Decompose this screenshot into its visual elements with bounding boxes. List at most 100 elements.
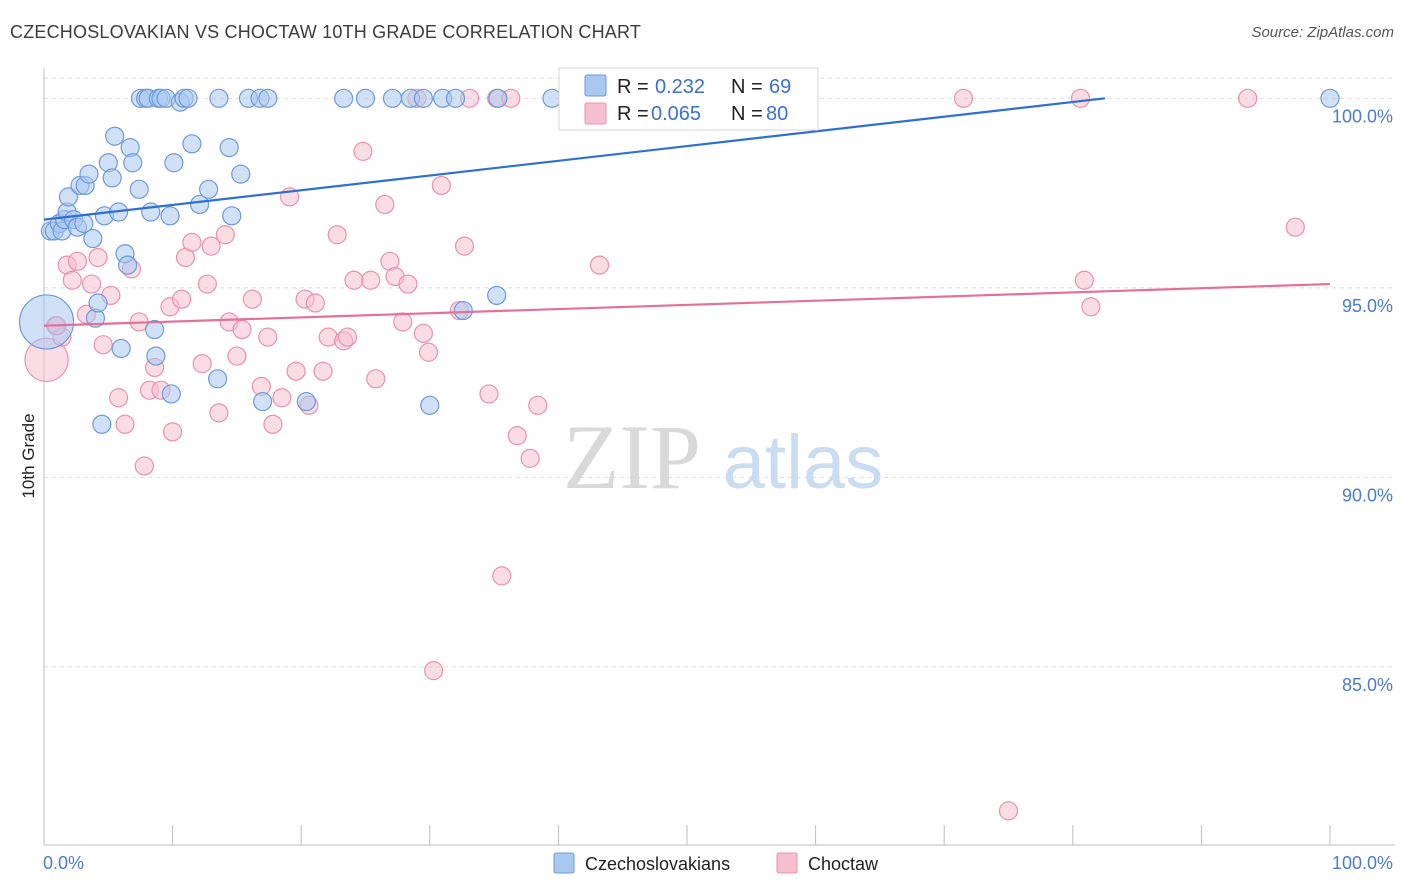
choctaw-point xyxy=(1285,217,1305,237)
choctaw-point xyxy=(492,566,512,586)
bottom-legend-label-choctaw: Choctaw xyxy=(808,854,879,874)
czechoslovakian-point xyxy=(88,293,108,313)
choctaw-point xyxy=(197,274,217,294)
czechoslovakian-point xyxy=(117,255,138,275)
czechoslovakian-point xyxy=(222,206,242,226)
czechoslovakian-point xyxy=(92,414,112,434)
choctaw-point xyxy=(81,274,102,294)
legend-swatch-czechoslovakians xyxy=(584,74,607,97)
czechoslovakian-point xyxy=(58,187,79,207)
bottom-legend-label-czechoslovakians: Czechoslovakians xyxy=(585,854,730,874)
source-label: Source: ZipAtlas.com xyxy=(1251,24,1394,41)
y-tick-labels: 100.0% 95.0% 90.0% 85.0% xyxy=(1332,106,1393,695)
x-tick-label-max: 100.0% xyxy=(1332,853,1393,873)
choctaw-point xyxy=(479,384,499,404)
czechoslovakian-point xyxy=(129,179,149,199)
choctaw-point xyxy=(375,194,395,215)
czechoslovakian-point xyxy=(413,88,433,108)
legend-swatch-choctaw xyxy=(584,102,607,125)
czechoslovakian-point xyxy=(83,228,103,249)
legend-r-label-2: R = xyxy=(617,103,649,125)
watermark-zip: ZIP xyxy=(563,406,701,508)
legend-n-label-2: N = xyxy=(731,103,763,125)
choctaw-point xyxy=(263,414,283,434)
y-axis-label: 10th Grade xyxy=(19,413,38,498)
legend-r-value-1: 0.232 xyxy=(655,76,705,98)
x-tick-label-min: 0.0% xyxy=(43,853,84,873)
choctaw-point xyxy=(1238,88,1258,108)
choctaw-point xyxy=(163,422,183,442)
czechoslovakian-point xyxy=(334,88,354,108)
choctaw-point xyxy=(366,369,386,389)
choctaw-point xyxy=(62,270,82,290)
czechoslovakian-point xyxy=(219,137,239,158)
bottom-legend-swatch-czechoslovakians xyxy=(553,852,575,874)
choctaw-point xyxy=(93,335,113,355)
choctaw-point xyxy=(215,225,235,245)
choctaw-point xyxy=(182,232,202,252)
choctaw-point xyxy=(172,289,192,309)
czechoslovakian-point xyxy=(355,88,376,108)
czechoslovakian-point xyxy=(445,88,466,108)
choctaw-point xyxy=(272,388,292,408)
bottom-legend-swatch-choctaw xyxy=(776,852,798,874)
czechoslovakian-point xyxy=(123,153,143,173)
czechoslovakian-point xyxy=(208,369,228,389)
y-tick-label: 85.0% xyxy=(1342,675,1393,695)
choctaw-point xyxy=(1070,88,1091,108)
choctaw-point xyxy=(431,175,451,196)
czechoslovakian-point xyxy=(190,194,210,215)
trend-line-czechoslovakians xyxy=(43,97,1106,221)
series-czechoslovakians xyxy=(18,88,1340,434)
choctaw-point xyxy=(227,346,247,366)
choctaw-point xyxy=(528,395,548,415)
watermark: ZIP atlas xyxy=(563,406,883,508)
czechoslovakian-point xyxy=(161,384,181,404)
choctaw-point xyxy=(108,388,129,408)
choctaw-point xyxy=(192,354,212,374)
choctaw-point xyxy=(953,88,974,108)
correlation-legend: R = 0.232 N = 69 R = 0.065 N = 80 xyxy=(558,67,819,131)
trend-line-choctaw xyxy=(43,282,1331,327)
legend-n-value-1: 69 xyxy=(769,76,791,98)
czechoslovakian-point xyxy=(178,88,198,108)
choctaw-point xyxy=(998,801,1019,821)
choctaw-point xyxy=(507,426,527,446)
choctaw-point xyxy=(361,270,381,290)
choctaw-point xyxy=(242,289,262,309)
choctaw-point xyxy=(344,270,364,290)
czechoslovakian-point xyxy=(382,88,403,108)
czechoslovakian-point xyxy=(1320,88,1340,108)
choctaw-point xyxy=(337,327,358,347)
czechoslovakian-point xyxy=(487,285,507,306)
czechoslovakian-point xyxy=(79,164,99,184)
czechoslovakian-point xyxy=(160,206,180,226)
czechoslovakian-point xyxy=(209,88,229,108)
czechoslovakian-point xyxy=(488,88,508,108)
czechoslovakian-point xyxy=(146,346,166,366)
choctaw-point xyxy=(1074,270,1094,290)
gridlines xyxy=(44,77,1395,668)
choctaw-point xyxy=(520,448,540,468)
y-tick-label: 100.0% xyxy=(1332,106,1393,126)
chart-title: CZECHOSLOVAKIAN VS CHOCTAW 10TH GRADE CO… xyxy=(10,22,642,42)
choctaw-point xyxy=(286,361,306,381)
choctaw-point xyxy=(424,661,444,681)
choctaw-point xyxy=(313,361,333,381)
choctaw-point xyxy=(201,236,221,256)
czechoslovakian-point xyxy=(164,153,184,173)
choctaw-point xyxy=(88,247,108,268)
czechoslovakian-point xyxy=(199,179,219,199)
czechoslovakian-point xyxy=(258,88,278,108)
choctaw-point xyxy=(327,225,347,245)
choctaw-point xyxy=(398,274,418,294)
czechoslovakian-point xyxy=(102,168,122,188)
choctaw-point xyxy=(353,141,373,161)
choctaw-point xyxy=(209,403,229,423)
axes xyxy=(43,68,1395,846)
legend-n-value-2: 80 xyxy=(766,103,788,125)
czechoslovakian-point xyxy=(111,338,131,359)
czechoslovakian-point xyxy=(253,391,273,412)
y-tick-label: 90.0% xyxy=(1342,485,1393,505)
